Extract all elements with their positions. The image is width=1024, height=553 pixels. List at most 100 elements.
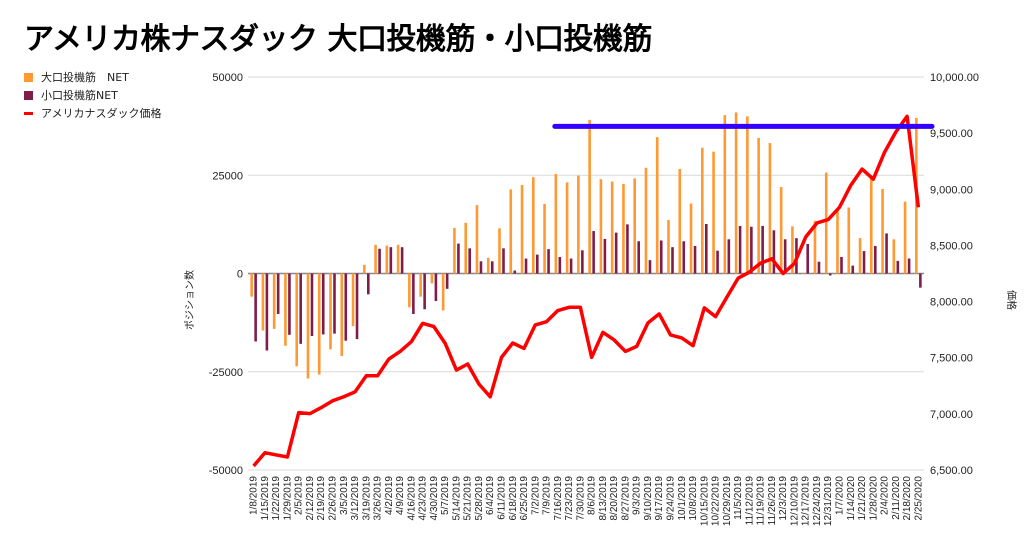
bar-small-speculators bbox=[310, 273, 314, 336]
x-tick-label: 7/2/2019 bbox=[530, 476, 541, 515]
bar-large-speculators bbox=[599, 179, 603, 274]
x-tick-label: 4/23/2019 bbox=[418, 476, 429, 521]
bar-small-speculators bbox=[851, 265, 855, 274]
bar-small-speculators bbox=[434, 273, 438, 302]
bar-small-speculators bbox=[828, 273, 832, 276]
bar-small-speculators bbox=[761, 225, 764, 274]
bar-large-speculators bbox=[802, 273, 805, 274]
x-tick-label: 11/5/2019 bbox=[733, 476, 744, 520]
bar-small-speculators bbox=[637, 241, 640, 274]
legend-label: 大口投機筋 NET bbox=[41, 71, 129, 84]
bar-small-speculators bbox=[592, 231, 595, 274]
bar-large-speculators bbox=[250, 273, 253, 297]
bar-small-speculators bbox=[840, 256, 843, 274]
y2-tick-label: 8,000.00 bbox=[930, 297, 973, 309]
x-tick-label: 4/2/2019 bbox=[384, 476, 395, 515]
bar-large-speculators bbox=[881, 189, 884, 274]
x-tick-label: 7/16/2019 bbox=[553, 476, 564, 521]
bar-large-speculators bbox=[306, 273, 310, 379]
legend-swatch-orange bbox=[24, 72, 33, 82]
bar-small-speculators bbox=[569, 258, 573, 274]
bar-large-speculators bbox=[870, 178, 873, 274]
x-tick-label: 2/4/2020 bbox=[880, 476, 891, 515]
bar-large-speculators bbox=[622, 183, 625, 274]
x-tick-label: 5/21/2019 bbox=[463, 476, 474, 521]
bar-large-speculators bbox=[779, 187, 783, 274]
bar-large-speculators bbox=[486, 257, 490, 274]
x-tick-label: 4/30/2019 bbox=[429, 476, 440, 521]
bar-large-speculators bbox=[644, 167, 648, 274]
legend-swatch-maroon bbox=[24, 90, 33, 100]
bar-small-speculators bbox=[671, 247, 674, 274]
bar-large-speculators bbox=[633, 178, 636, 274]
legend-item-nasdaq-price[interactable]: アメリカナスダック価格 bbox=[24, 104, 161, 122]
bar-small-speculators bbox=[299, 273, 302, 344]
x-tick-label: 1/8/2019 bbox=[249, 476, 260, 515]
y2-tick-label: 6,500.00 bbox=[930, 465, 973, 477]
bar-small-speculators bbox=[874, 245, 877, 274]
x-tick-label: 7/23/2019 bbox=[564, 476, 575, 521]
bar-small-speculators bbox=[468, 248, 471, 274]
bar-large-speculators bbox=[824, 172, 828, 274]
bar-large-speculators bbox=[813, 220, 817, 274]
x-tick-label: 8/6/2019 bbox=[587, 476, 598, 515]
bar-large-speculators bbox=[317, 273, 321, 375]
y2-tick-label: 8,500.00 bbox=[930, 240, 973, 252]
y2-axis-title: 価格 bbox=[1005, 290, 1018, 310]
bar-large-speculators bbox=[430, 273, 434, 284]
bar-large-speculators bbox=[329, 273, 332, 350]
legend-item-small-speculators[interactable]: 小口投機筋NET bbox=[24, 86, 161, 104]
bar-large-speculators bbox=[689, 203, 693, 274]
bar-small-speculators bbox=[333, 273, 336, 334]
y-tick-label: -50000 bbox=[209, 465, 243, 477]
x-tick-label: 6/4/2019 bbox=[485, 476, 496, 515]
bar-large-speculators bbox=[723, 115, 727, 274]
x-tick-label: 9/17/2019 bbox=[654, 476, 665, 521]
bar-large-speculators bbox=[295, 273, 298, 367]
x-tick-label: 5/7/2019 bbox=[440, 476, 451, 515]
x-tick-label: 11/12/2019 bbox=[744, 476, 755, 526]
bar-small-speculators bbox=[513, 270, 517, 274]
x-tick-label: 10/1/2019 bbox=[677, 476, 688, 521]
bar-large-speculators bbox=[655, 137, 659, 274]
bar-small-speculators bbox=[276, 273, 280, 314]
y-tick-label: 0 bbox=[237, 269, 243, 281]
bar-small-speculators bbox=[862, 251, 866, 274]
bar-large-speculators bbox=[520, 185, 524, 274]
bar-small-speculators bbox=[536, 254, 539, 274]
y-tick-label: 50000 bbox=[212, 72, 243, 84]
bar-large-speculators bbox=[746, 116, 749, 274]
x-tick-label: 12/17/2019 bbox=[801, 476, 812, 526]
bar-large-speculators bbox=[892, 239, 896, 274]
bar-small-speculators bbox=[321, 273, 325, 335]
legend-item-large-speculators[interactable]: 大口投機筋 NET bbox=[24, 68, 161, 86]
x-tick-label: 12/3/2019 bbox=[778, 476, 789, 521]
y-tick-label: 25000 bbox=[212, 170, 243, 182]
x-tick-label: 12/24/2019 bbox=[812, 476, 823, 526]
bar-large-speculators bbox=[858, 238, 862, 274]
bar-large-speculators bbox=[385, 245, 389, 274]
bar-small-speculators bbox=[502, 248, 505, 274]
bar-large-speculators bbox=[577, 175, 580, 274]
bar-large-speculators bbox=[340, 273, 344, 357]
x-tick-label: 1/22/2019 bbox=[271, 476, 282, 521]
bar-small-speculators bbox=[288, 273, 291, 335]
bar-large-speculators bbox=[408, 273, 411, 308]
x-tick-label: 11/26/2019 bbox=[767, 476, 778, 526]
bar-large-speculators bbox=[498, 228, 501, 274]
bar-large-speculators bbox=[419, 273, 422, 297]
x-tick-label: 1/21/2020 bbox=[857, 476, 868, 521]
bar-small-speculators bbox=[254, 273, 257, 342]
bar-large-speculators bbox=[441, 273, 445, 311]
bar-large-speculators bbox=[757, 137, 760, 274]
x-tick-label: 5/28/2019 bbox=[474, 476, 485, 521]
legend: 大口投機筋 NET 小口投機筋NET アメリカナスダック価格 bbox=[24, 68, 161, 122]
x-tick-label: 10/22/2019 bbox=[711, 476, 722, 526]
y-axis-title: ポジション数 bbox=[183, 270, 196, 330]
bar-small-speculators bbox=[783, 239, 787, 274]
x-tick-label: 8/13/2019 bbox=[598, 476, 609, 521]
x-tick-label: 12/10/2019 bbox=[789, 476, 800, 526]
x-tick-label: 2/26/2019 bbox=[328, 476, 339, 521]
bar-large-speculators bbox=[610, 181, 614, 274]
bar-small-speculators bbox=[648, 260, 652, 274]
